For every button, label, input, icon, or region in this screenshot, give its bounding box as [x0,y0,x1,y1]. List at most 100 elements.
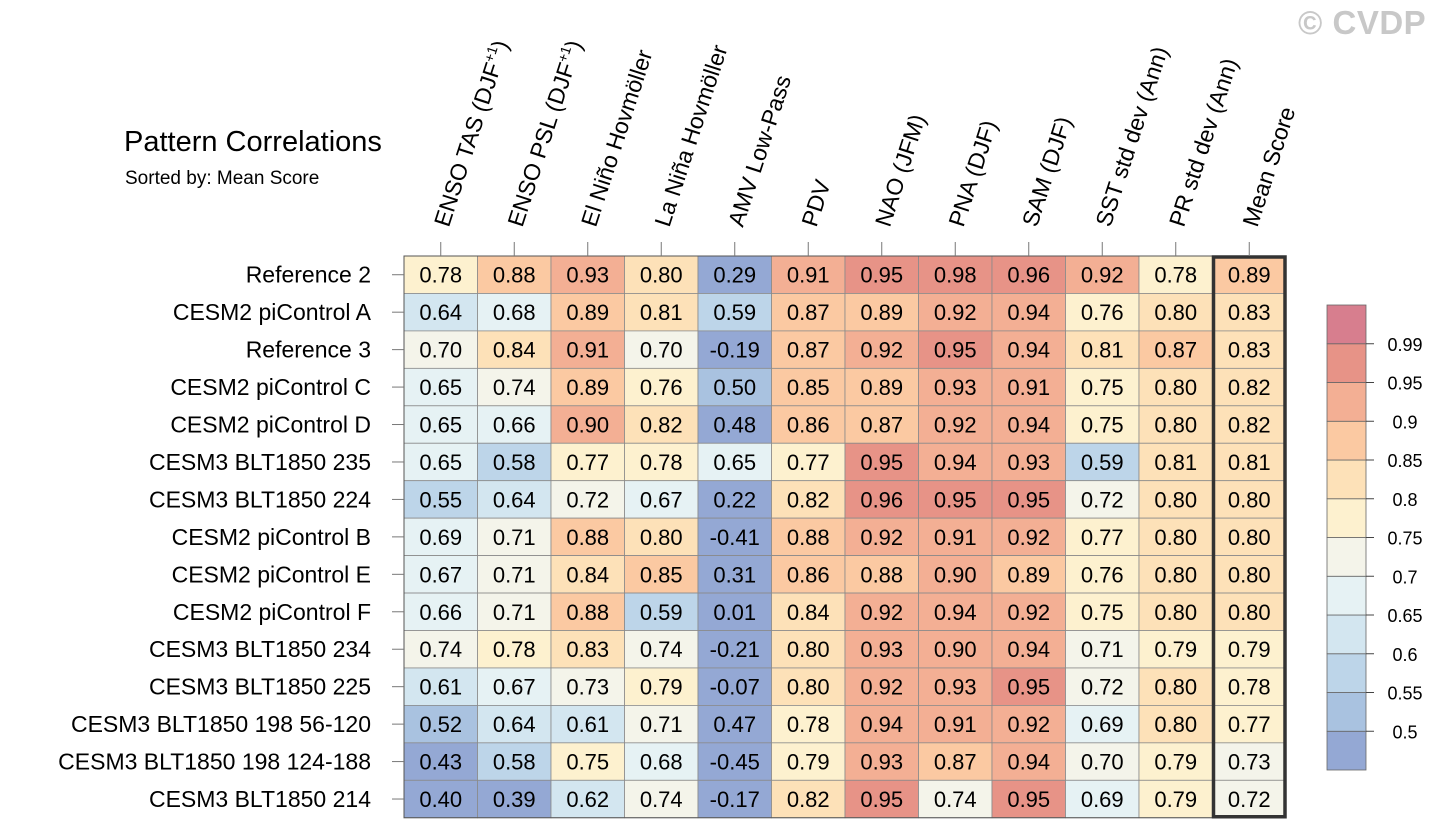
colorbar-swatch [1326,498,1367,538]
cell-value: 0.89 [1007,562,1050,587]
heatmap-cell [403,330,478,369]
cell-value: 0.72 [1228,787,1271,812]
cell-value: 0.89 [566,375,609,400]
cell-value: 0.79 [1154,787,1197,812]
cell-value: 0.65 [419,450,462,475]
column-label: PDV [796,176,836,230]
cell-value: 0.84 [787,600,830,625]
cell-value: 0.71 [1081,637,1124,662]
heatmap-cell [1065,367,1140,407]
cell-value: 0.29 [713,263,756,288]
chart-subtitle: Sorted by: Mean Score [125,168,320,189]
cell-value: 0.64 [493,712,536,737]
cell-value: 0.78 [493,637,536,662]
cell-value: 0.92 [860,675,903,700]
row-label: CESM3 BLT1850 198 56-120 [71,711,371,737]
cell-value: 0.91 [934,525,977,550]
cell-value: 0.85 [787,375,830,400]
cell-value: -0.21 [710,637,760,662]
heatmap-cell [1138,667,1213,706]
heatmap-cell [550,555,625,594]
heatmap-cell [844,705,919,744]
cell-value: 0.91 [934,712,977,737]
heatmap-cell [697,517,772,557]
cell-value: 0.94 [1007,338,1050,363]
cell-value: 0.65 [713,450,756,475]
heatmap-cell [477,705,552,744]
heatmap-cell [991,630,1066,669]
cell-value: 0.80 [1154,300,1197,325]
heatmap-cell [1065,592,1140,631]
heatmap-cell [1065,630,1140,669]
cell-value: 0.68 [493,300,536,325]
heatmap-cell [991,293,1066,332]
cell-value: 0.72 [1081,487,1124,512]
cell-value: 0.39 [493,787,536,812]
heatmap-cell [991,330,1066,369]
heatmap-cell [624,555,699,594]
cell-value: 0.64 [493,487,536,512]
cell-value: 0.80 [787,675,830,700]
cell-value: 0.70 [640,338,683,363]
colorbar-swatch [1326,537,1367,577]
cell-value: 0.80 [1154,375,1197,400]
cell-value: 0.89 [566,300,609,325]
heatmap-cell [477,630,552,669]
heatmap-cell [771,667,846,706]
heatmap-cell [1138,367,1213,407]
cell-value: 0.59 [713,300,756,325]
colorbar-swatch [1326,420,1367,461]
heatmap-cell [697,293,772,332]
heatmap-cell [403,779,478,819]
heatmap-cell [918,742,993,781]
cell-value: 0.01 [713,600,756,625]
cell-value: 0.80 [1228,525,1271,550]
cell-value: 0.59 [640,600,683,625]
column-label: SST std dev (Ann) [1090,43,1173,229]
cell-value: 0.77 [1081,525,1124,550]
cell-value: 0.48 [713,413,756,438]
heatmap-cell [403,705,478,744]
cell-value: 0.50 [713,375,756,400]
heatmap-cell [550,779,625,819]
cell-value: -0.07 [710,675,760,700]
cell-value: 0.77 [787,450,830,475]
heatmap-cell [771,330,846,369]
cell-value: -0.45 [710,750,760,775]
column-label: ENSO TAS (DJF+1) [428,37,514,230]
cell-value: 0.81 [1154,450,1197,475]
cell-value: 0.95 [1007,787,1050,812]
cell-value: 0.96 [860,487,903,512]
heatmap-cell [1065,480,1140,519]
heatmap-cell [1138,742,1213,781]
heatmap-cell [1138,405,1213,444]
heatmap-cell [771,592,846,631]
heatmap-cell [991,442,1066,482]
cell-value: 0.92 [1081,263,1124,288]
heatmap-cell [771,630,846,669]
cell-value: 0.77 [566,450,609,475]
colorbar-swatch [1326,730,1367,771]
cell-value: 0.81 [1081,338,1124,363]
cell-value: 0.93 [860,637,903,662]
heatmap-cell [991,705,1066,744]
cell-value: -0.19 [710,338,760,363]
heatmap-cell [1065,517,1140,557]
heatmap-cell [550,667,625,706]
colorbar-label: 0.9 [1392,412,1417,432]
row-label: CESM3 BLT1850 225 [149,674,371,700]
colorbar-label: 0.65 [1387,606,1422,626]
cell-value: 0.93 [860,750,903,775]
cell-value: 0.86 [787,413,830,438]
heatmap-cell [844,442,919,482]
cell-value: 0.70 [419,338,462,363]
heatmap-cell [771,480,846,519]
cell-value: 0.92 [860,600,903,625]
cell-value: 0.87 [860,413,903,438]
cell-value: 0.78 [640,450,683,475]
cell-value: 0.73 [1228,750,1271,775]
heatmap-cell [624,330,699,369]
colorbar-swatch [1326,343,1367,383]
cell-value: 0.70 [1081,750,1124,775]
